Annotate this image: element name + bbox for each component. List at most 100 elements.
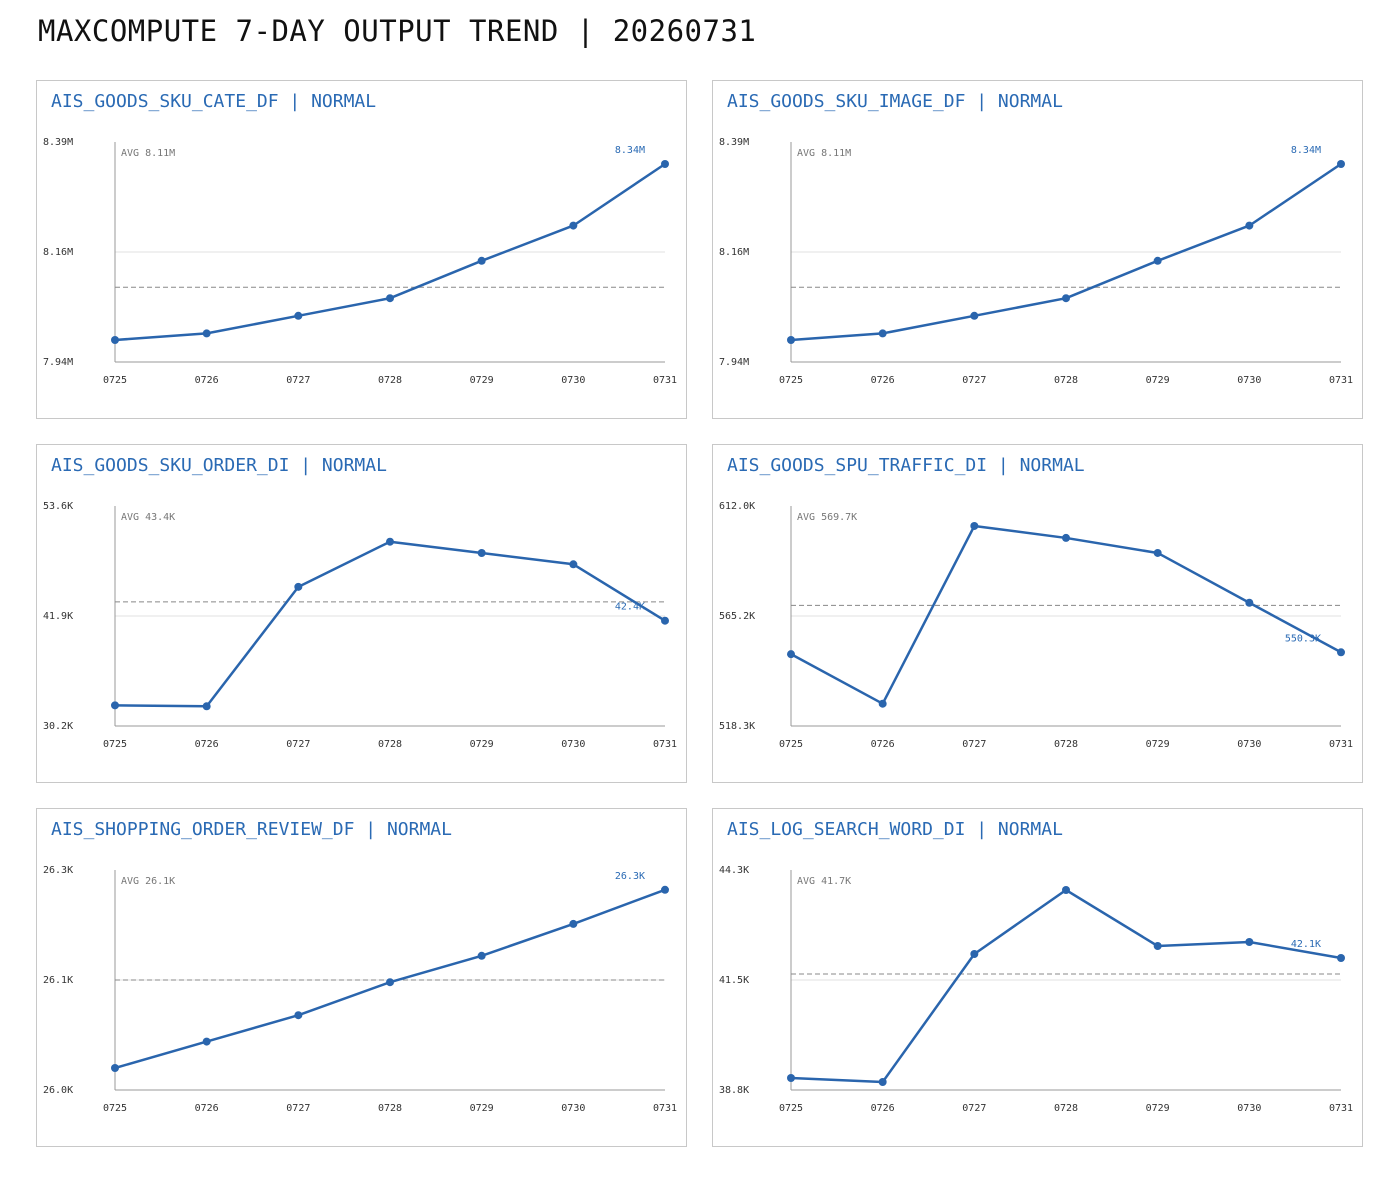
y-tick-label: 565.2K bbox=[719, 611, 755, 622]
x-tick-label: 0729 bbox=[1146, 739, 1170, 750]
data-point bbox=[569, 560, 578, 569]
x-tick-label: 0731 bbox=[653, 375, 677, 386]
data-point bbox=[294, 582, 303, 591]
x-tick-label: 0728 bbox=[1054, 739, 1078, 750]
data-point bbox=[970, 521, 979, 530]
x-tick-label: 0726 bbox=[195, 1103, 219, 1114]
x-tick-label: 0727 bbox=[962, 739, 986, 750]
data-point bbox=[111, 701, 119, 710]
average-label: AVG 26.1K bbox=[121, 876, 175, 887]
data-point bbox=[1153, 942, 1162, 950]
last-value-label: 550.3K bbox=[1285, 633, 1321, 644]
x-tick-label: 0727 bbox=[962, 375, 986, 386]
x-tick-label: 0728 bbox=[1054, 375, 1078, 386]
x-tick-label: 0726 bbox=[195, 739, 219, 750]
data-point bbox=[202, 1037, 211, 1046]
x-tick-label: 0729 bbox=[470, 739, 494, 750]
data-point bbox=[878, 329, 887, 338]
last-value-label: 26.3K bbox=[615, 871, 645, 882]
x-tick-label: 0728 bbox=[378, 739, 402, 750]
x-tick-label: 0730 bbox=[561, 1103, 585, 1114]
line-chart-order-review: 26.3K 26.1K 26.0K 0725 0726 0727 0728 0729 0730 0… bbox=[43, 865, 677, 1114]
x-tick-label: 0730 bbox=[1237, 1103, 1261, 1114]
x-tick-label: 0727 bbox=[286, 1103, 310, 1114]
y-tick-label: 38.8K bbox=[719, 1085, 749, 1096]
data-point bbox=[1153, 256, 1162, 265]
line-chart-sku-image: 8.39M 8.16M 7.94M 0725 0726 0727 0728 0729 0730 0… bbox=[719, 137, 1353, 386]
y-tick-label: 26.0K bbox=[43, 1085, 73, 1096]
data-point bbox=[477, 951, 486, 960]
chart-title: AIS_GOODS_SKU_CATE_DF | NORMAL bbox=[51, 91, 377, 112]
x-tick-label: 0727 bbox=[286, 375, 310, 386]
x-tick-label: 0731 bbox=[1329, 739, 1353, 750]
series-line bbox=[790, 524, 1342, 705]
y-tick-label: 8.39M bbox=[43, 137, 73, 148]
x-tick-label: 0729 bbox=[470, 375, 494, 386]
average-label: AVG 8.11M bbox=[121, 148, 175, 159]
x-tick-label: 0729 bbox=[1146, 1103, 1170, 1114]
y-tick-label: 7.94M bbox=[719, 357, 749, 368]
average-label: AVG 43.4K bbox=[121, 512, 175, 523]
data-point bbox=[1245, 938, 1254, 946]
data-point bbox=[294, 311, 303, 320]
data-point bbox=[1337, 648, 1345, 657]
y-tick-label: 41.5K bbox=[719, 975, 749, 986]
x-tick-label: 0730 bbox=[561, 739, 585, 750]
x-tick-label: 0725 bbox=[779, 1103, 803, 1114]
data-point bbox=[1062, 886, 1070, 894]
y-tick-label: 518.3K bbox=[719, 721, 755, 732]
data-point bbox=[386, 978, 394, 987]
y-tick-label: 8.16M bbox=[43, 247, 73, 258]
x-tick-label: 0725 bbox=[103, 1103, 127, 1114]
x-tick-label: 0726 bbox=[871, 375, 895, 386]
x-tick-label: 0726 bbox=[871, 1103, 895, 1114]
x-tick-label: 0730 bbox=[561, 375, 585, 386]
x-tick-label: 0726 bbox=[195, 375, 219, 386]
chart-panel-sku-cate: AIS_GOODS_SKU_CATE_DF | NORMAL 8.39M 8.16… bbox=[36, 80, 687, 419]
x-tick-label: 0731 bbox=[653, 739, 677, 750]
y-tick-label: 8.39M bbox=[719, 137, 749, 148]
chart-title: AIS_SHOPPING_ORDER_REVIEW_DF | NORMAL bbox=[51, 819, 452, 840]
data-point bbox=[294, 1011, 303, 1020]
y-tick-label: 41.9K bbox=[43, 611, 73, 622]
x-tick-label: 0728 bbox=[378, 375, 402, 386]
data-point bbox=[787, 1074, 795, 1082]
data-point bbox=[661, 616, 669, 625]
chart-panel-sku-image: AIS_GOODS_SKU_IMAGE_DF | NORMAL 8.39M 8.1… bbox=[712, 80, 1363, 419]
data-point bbox=[661, 160, 669, 168]
last-value-label: 42.4K bbox=[615, 602, 645, 613]
x-tick-label: 0731 bbox=[1329, 375, 1353, 386]
data-point bbox=[970, 311, 979, 320]
chart-panel-spu-traffic: AIS_GOODS_SPU_TRAFFIC_DI | NORMAL 612.0K… bbox=[712, 444, 1363, 783]
x-tick-label: 0725 bbox=[779, 375, 803, 386]
x-tick-label: 0727 bbox=[286, 739, 310, 750]
line-chart-sku-order: 53.6K 41.9K 30.2K 0725 0726 0727 0728 0729 0730 0… bbox=[43, 501, 677, 750]
last-value-label: 8.34M bbox=[615, 145, 645, 156]
y-tick-label: 26.3K bbox=[43, 865, 73, 876]
data-point bbox=[569, 221, 578, 230]
data-point bbox=[787, 650, 795, 659]
data-point bbox=[1153, 548, 1162, 557]
data-point bbox=[878, 699, 887, 708]
x-tick-label: 0731 bbox=[653, 1103, 677, 1114]
x-tick-label: 0729 bbox=[1146, 375, 1170, 386]
x-tick-label: 0725 bbox=[103, 375, 127, 386]
chart-title: AIS_LOG_SEARCH_WORD_DI | NORMAL bbox=[727, 819, 1063, 840]
y-tick-label: 30.2K bbox=[43, 721, 73, 732]
line-chart-sku-cate: 8.39M 8.16M 7.94M 0725 0726 0727 0728 0729 0730 0… bbox=[43, 137, 677, 386]
data-point bbox=[1062, 294, 1070, 303]
data-point bbox=[1337, 160, 1345, 168]
line-chart-spu-traffic: 612.0K 565.2K 518.3K 0725 0726 0727 0728 0729 07… bbox=[719, 501, 1353, 750]
chart-title: AIS_GOODS_SKU_ORDER_DI | NORMAL bbox=[51, 455, 387, 476]
x-tick-label: 0727 bbox=[962, 1103, 986, 1114]
data-point bbox=[1337, 954, 1345, 962]
data-point bbox=[202, 702, 211, 711]
chart-panel-sku-order: AIS_GOODS_SKU_ORDER_DI | NORMAL 53.6K 41.… bbox=[36, 444, 687, 783]
x-tick-label: 0725 bbox=[779, 739, 803, 750]
chart-title: AIS_GOODS_SPU_TRAFFIC_DI | NORMAL bbox=[727, 455, 1085, 476]
chart-title: AIS_GOODS_SKU_IMAGE_DF | NORMAL bbox=[727, 91, 1063, 112]
data-point bbox=[569, 919, 578, 928]
last-value-label: 8.34M bbox=[1291, 145, 1321, 156]
last-value-label: 42.1K bbox=[1291, 939, 1321, 950]
series-line bbox=[114, 540, 666, 708]
